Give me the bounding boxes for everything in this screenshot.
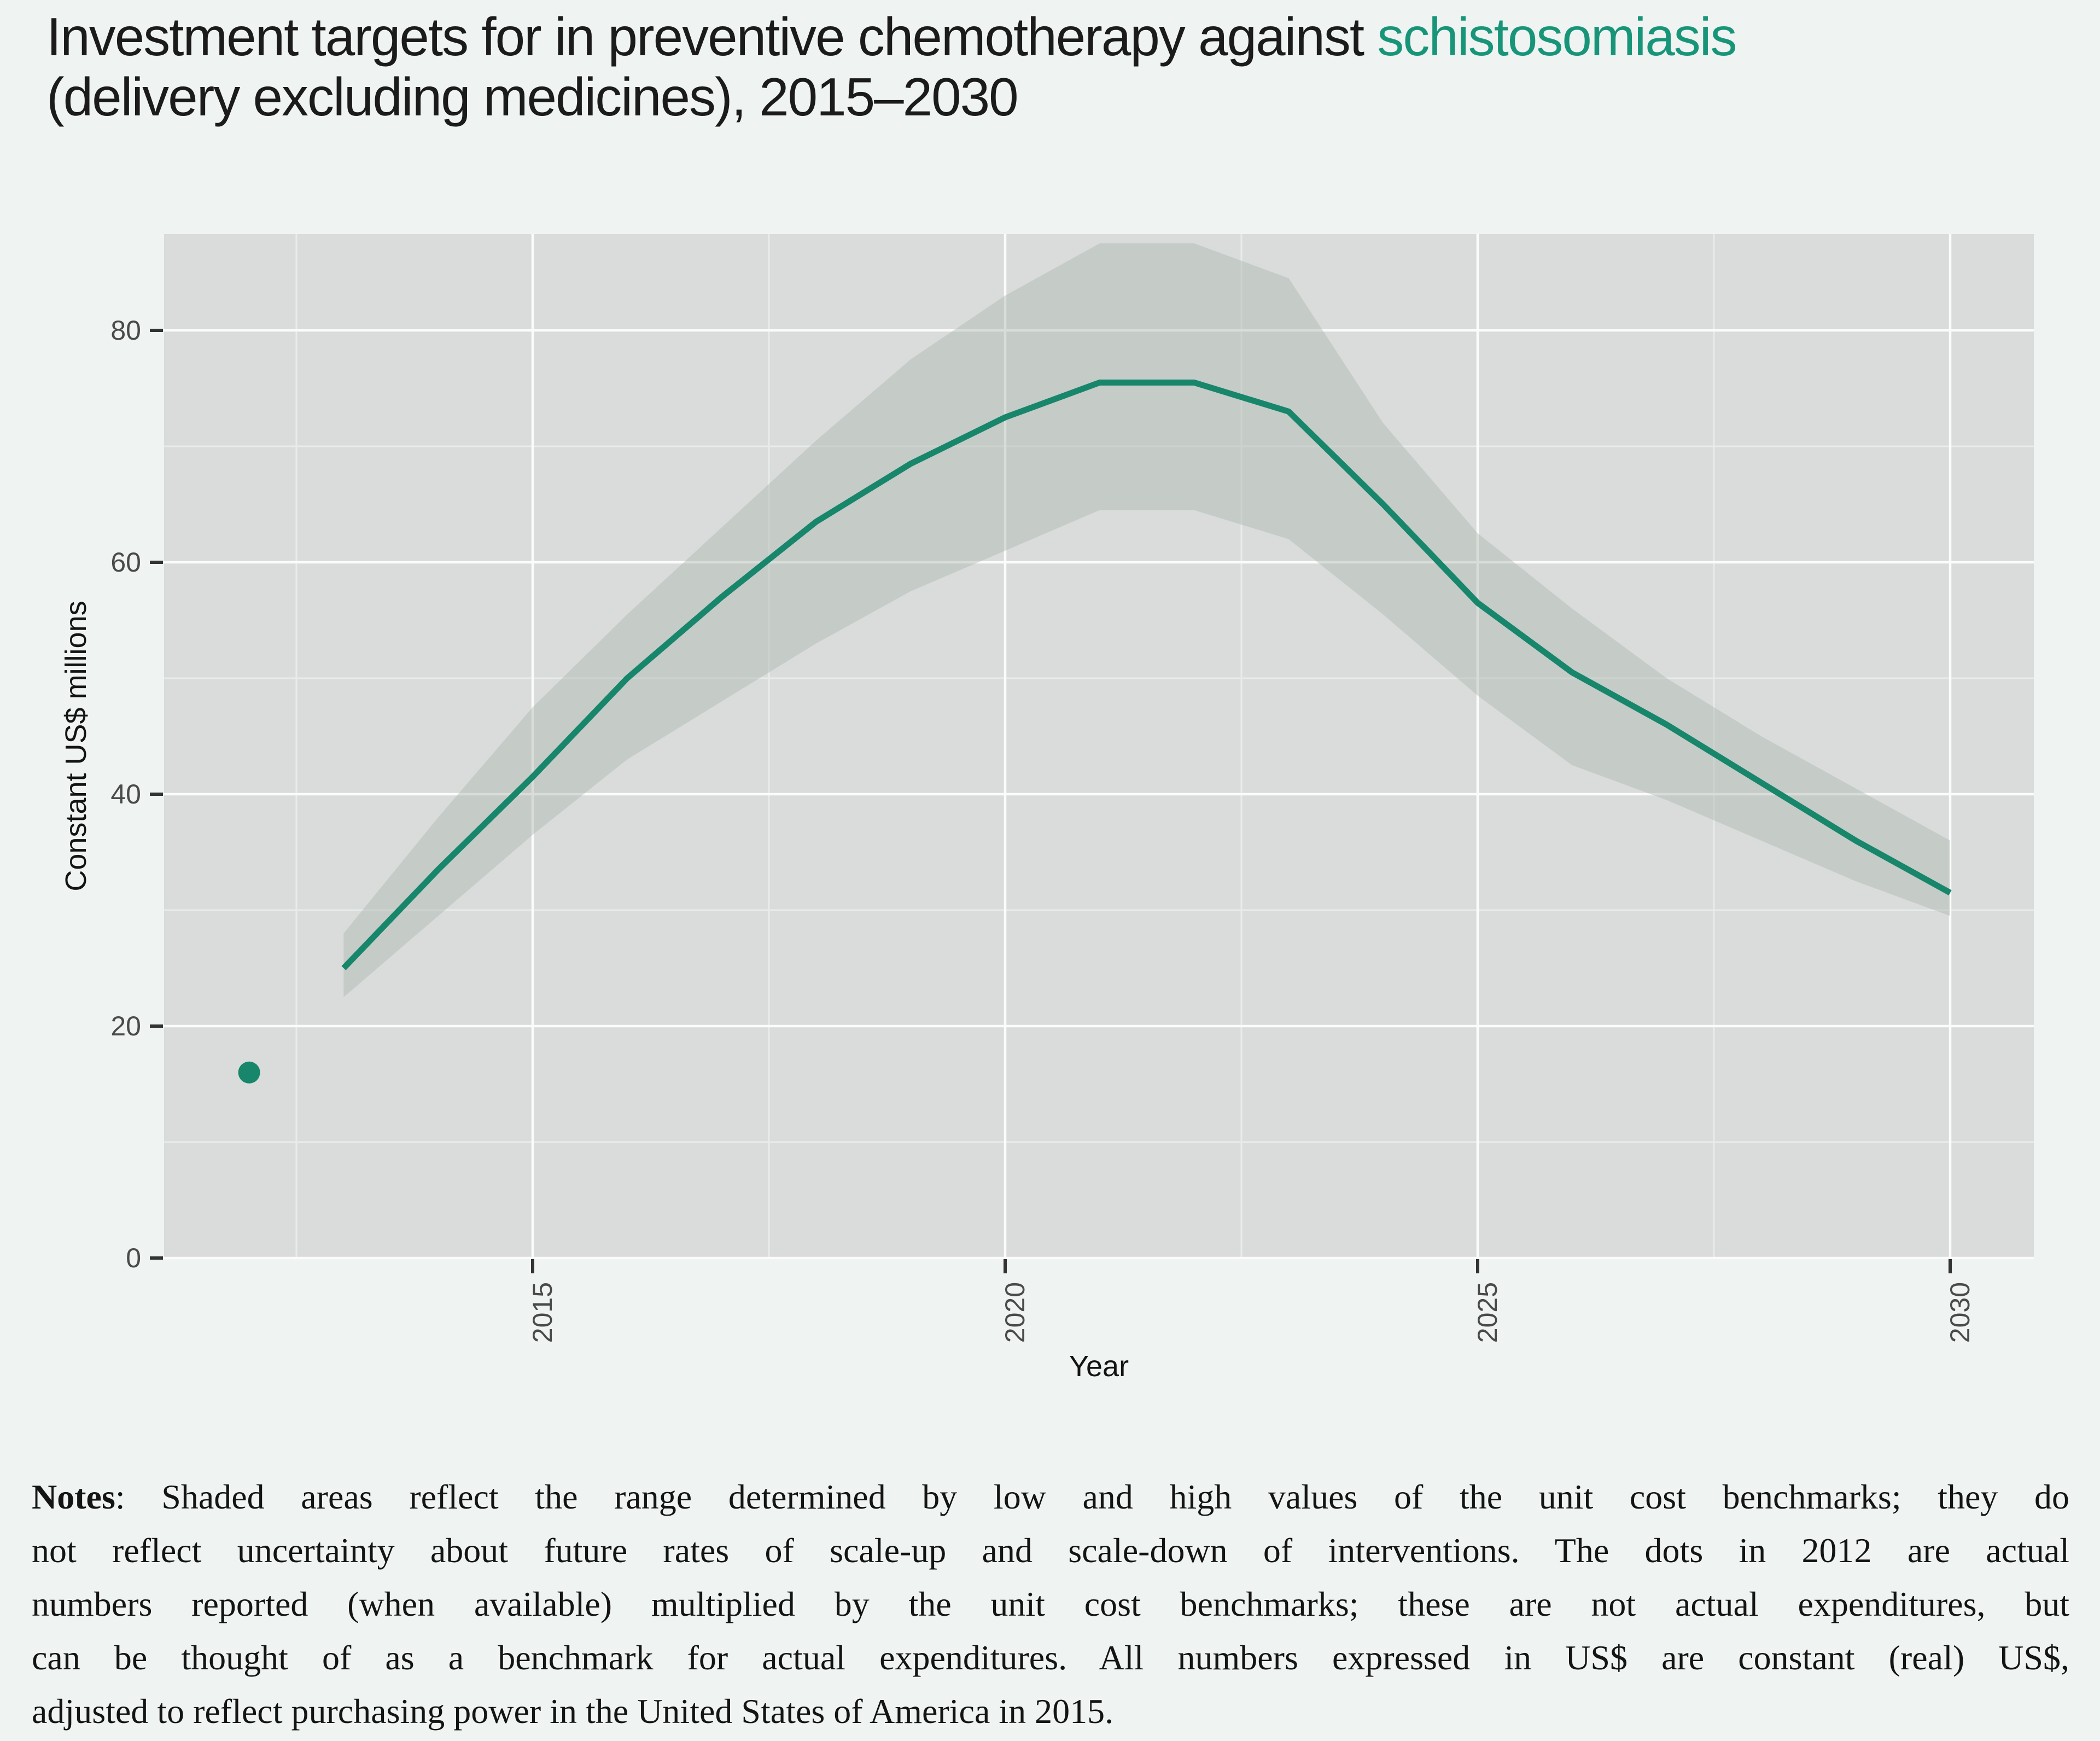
x-axis-title: Year <box>1069 1350 1129 1383</box>
chart-title: Investment targets for in preventive che… <box>46 7 2092 127</box>
y-tick-label: 40 <box>110 779 141 810</box>
grid-minor <box>164 234 2034 1258</box>
x-axis-ticks <box>531 1259 1952 1273</box>
y-axis-ticks <box>150 329 163 1260</box>
notes-text-3: numbers reported (when available) multip… <box>32 1585 2069 1623</box>
notes-line-5: adjusted to reflect purchasing power in … <box>32 1685 2069 1738</box>
notes-text-4: can be thought of as a benchmark for act… <box>32 1638 2069 1677</box>
notes: Notes: Shaded areas reflect the range de… <box>32 1470 2069 1738</box>
y-axis-title: Constant US$ millions <box>60 601 92 891</box>
notes-text-1: : Shaded areas reflect the range determi… <box>115 1477 2069 1516</box>
y-tick-label: 80 <box>110 315 141 346</box>
x-tick-label: 2015 <box>527 1282 558 1343</box>
notes-text-2: not reflect uncertainty about future rat… <box>32 1531 2069 1570</box>
actual-2012-dot <box>238 1061 260 1084</box>
grid-major <box>164 234 2034 1260</box>
x-axis-tick-labels: 2015 2020 2025 2030 <box>527 1282 1975 1343</box>
y-axis-tick-labels: 0 20 40 60 80 <box>110 315 141 1273</box>
investment-target-line <box>341 379 1952 970</box>
notes-line-1: Notes: Shaded areas reflect the range de… <box>32 1470 2069 1524</box>
uncertainty-band <box>343 243 1951 997</box>
title-text-line2: (delivery excluding medicines), 2015–203… <box>46 67 1019 127</box>
chart-svg: 0 20 40 60 80 2015 2020 2025 2030 Constant US$ … <box>60 234 2034 1383</box>
notes-line-2: not reflect uncertainty about future rat… <box>32 1524 2069 1577</box>
y-tick-label: 0 <box>126 1243 141 1273</box>
plot-panel <box>164 234 2034 1258</box>
y-tick-label: 60 <box>110 547 141 578</box>
title-text-line1: Investment targets for in preventive che… <box>46 7 1378 67</box>
x-tick-label: 2025 <box>1472 1282 1503 1343</box>
notes-text-5: adjusted to reflect purchasing power in … <box>32 1692 1114 1731</box>
title-accent-disease: schistosomiasis <box>1377 7 1737 67</box>
notes-line-4: can be thought of as a benchmark for act… <box>32 1631 2069 1685</box>
notes-label: Notes <box>32 1477 115 1516</box>
notes-line-3: numbers reported (when available) multip… <box>32 1577 2069 1631</box>
x-tick-label: 2030 <box>1945 1282 1975 1343</box>
y-tick-label: 20 <box>110 1011 141 1041</box>
x-tick-label: 2020 <box>1000 1282 1030 1343</box>
